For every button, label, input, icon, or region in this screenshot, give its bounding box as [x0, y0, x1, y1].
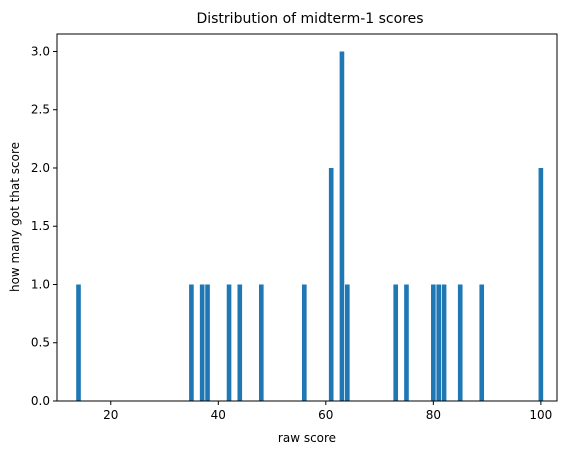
histogram-bar — [457, 284, 463, 401]
histogram-bar — [393, 284, 399, 401]
histogram-bar — [436, 284, 442, 401]
histogram-bar — [258, 284, 264, 401]
histogram-bar — [302, 284, 307, 401]
y-tick-label: 2.0 — [31, 161, 50, 175]
histogram-bar — [76, 284, 81, 401]
y-tick-label: 0.0 — [31, 394, 50, 408]
histogram-bar — [189, 284, 194, 401]
histogram-bar — [237, 284, 243, 401]
histogram-bar — [431, 284, 436, 401]
y-tick-label: 0.5 — [31, 336, 50, 350]
histogram-bar — [328, 167, 334, 401]
histogram-bar — [345, 284, 350, 401]
y-tick-label: 1.0 — [31, 277, 50, 291]
chart-title: Distribution of midterm-1 scores — [196, 11, 423, 27]
bars-group — [76, 51, 544, 401]
histogram-bar — [226, 284, 232, 401]
x-tick-label: 40 — [211, 408, 226, 422]
histogram-bar — [479, 284, 485, 401]
y-axis-label: how many got that score — [8, 142, 22, 292]
y-axis-ticks: 0.0 0.5 1.0 1.5 2.0 2.5 3.0 — [31, 44, 57, 408]
histogram-bar — [199, 284, 205, 401]
y-tick-label: 3.0 — [31, 44, 50, 58]
x-tick-label: 60 — [318, 408, 333, 422]
x-axis-label: raw score — [278, 431, 336, 445]
histogram-bar — [205, 284, 210, 401]
histogram-bar — [404, 284, 409, 401]
plot-frame — [56, 33, 558, 402]
x-tick-label: 80 — [426, 408, 441, 422]
x-axis-ticks: 20 40 60 80 100 — [103, 401, 552, 422]
y-tick-label: 2.5 — [31, 103, 50, 117]
histogram-bar — [441, 284, 447, 401]
y-tick-label: 1.5 — [31, 219, 50, 233]
histogram-bar — [538, 167, 544, 401]
x-tick-label: 100 — [529, 408, 552, 422]
x-tick-label: 20 — [103, 408, 118, 422]
histogram-bar — [339, 51, 345, 401]
